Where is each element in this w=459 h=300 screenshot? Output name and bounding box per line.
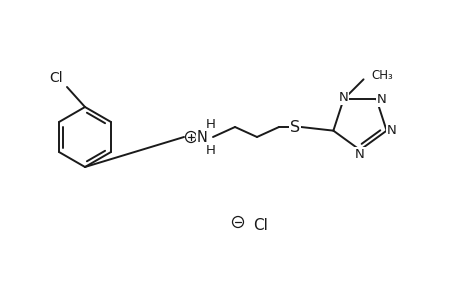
Text: CH₃: CH₃ (371, 69, 392, 82)
Text: N: N (354, 148, 364, 160)
Text: H: H (206, 118, 215, 130)
Text: Cl: Cl (49, 71, 63, 85)
Text: N: N (386, 124, 396, 137)
Text: H: H (206, 143, 215, 157)
Text: Cl: Cl (252, 218, 267, 232)
Text: N: N (196, 130, 207, 145)
Text: S: S (289, 119, 299, 134)
Text: N: N (376, 93, 386, 106)
Text: N: N (338, 91, 347, 104)
